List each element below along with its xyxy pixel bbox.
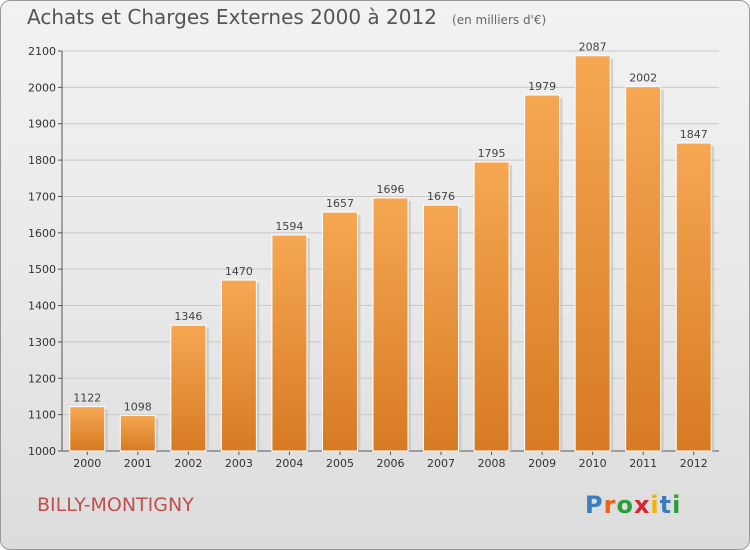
x-tick-label-2002: 2002 <box>174 457 202 470</box>
x-tick-label-2004: 2004 <box>275 457 303 470</box>
value-label-2000: 1122 <box>73 392 101 405</box>
y-tick-label: 1200 <box>28 372 56 385</box>
x-tick-label-2006: 2006 <box>377 457 405 470</box>
logo-letter: i <box>650 491 660 519</box>
x-tick-label-2001: 2001 <box>124 457 152 470</box>
value-label-2003: 1470 <box>225 265 253 278</box>
x-tick-label-2000: 2000 <box>73 457 101 470</box>
y-tick-label: 1400 <box>28 300 56 313</box>
value-label-2006: 1696 <box>377 183 405 196</box>
bar-2011 <box>625 86 662 452</box>
logo-letter: P <box>585 491 604 519</box>
labels: 1122 2000 1098 2001 1346 2002 1470 2003 1594 2004… <box>73 41 707 470</box>
logo-letter: r <box>603 491 617 519</box>
y-tick-label: 1900 <box>28 118 56 131</box>
bar-2012 <box>675 142 712 452</box>
x-tick-label-2009: 2009 <box>528 457 556 470</box>
x-tick-label-2005: 2005 <box>326 457 354 470</box>
x-tick-label-2007: 2007 <box>427 457 455 470</box>
bar-2001 <box>119 414 156 452</box>
logo-letter: t <box>659 491 673 519</box>
bars <box>69 55 715 452</box>
x-tick-label-2008: 2008 <box>478 457 506 470</box>
value-label-2005: 1657 <box>326 197 354 210</box>
x-tick-label-2003: 2003 <box>225 457 253 470</box>
value-label-2009: 1979 <box>528 80 556 93</box>
y-tick-label: 1100 <box>28 409 56 422</box>
y-tick-label: 2000 <box>28 81 56 94</box>
y-tick-label: 1600 <box>28 227 56 240</box>
value-label-2004: 1594 <box>275 220 303 233</box>
chart-subtitle: (en milliers d'€) <box>452 13 547 27</box>
value-label-2001: 1098 <box>124 400 152 413</box>
bar-2007 <box>423 204 460 452</box>
y-tick-label: 1300 <box>28 336 56 349</box>
bar-2006 <box>372 197 409 452</box>
y-tick-label: 1000 <box>28 445 56 458</box>
bar-2005 <box>321 211 358 452</box>
title-row: Achats et Charges Externes 2000 à 2012 (… <box>27 5 546 29</box>
place-name: BILLY-MONTIGNY <box>37 494 194 516</box>
logo-letter: x <box>633 491 651 519</box>
logo-letter: i <box>672 491 682 519</box>
bar-2003 <box>220 279 257 452</box>
proxiti-logo[interactable]: Proxiti <box>585 491 681 519</box>
bar-2004 <box>271 234 308 452</box>
x-tick-label-2012: 2012 <box>680 457 708 470</box>
y-tick-label: 2100 <box>28 45 56 58</box>
bar-2002 <box>170 324 207 452</box>
logo-letter: o <box>616 491 634 519</box>
bar-2000 <box>69 406 106 452</box>
bar-2010 <box>574 55 611 452</box>
x-tick-label-2010: 2010 <box>579 457 607 470</box>
chart-title: Achats et Charges Externes 2000 à 2012 <box>27 5 437 29</box>
value-label-2002: 1346 <box>174 310 202 323</box>
value-label-2012: 1847 <box>680 128 708 141</box>
y-tick-label: 1500 <box>28 263 56 276</box>
bar-2009 <box>524 94 561 452</box>
value-label-2008: 1795 <box>478 147 506 160</box>
bar-2008 <box>473 161 510 452</box>
value-label-2010: 2087 <box>579 41 607 54</box>
x-tick-label-2011: 2011 <box>629 457 657 470</box>
value-label-2011: 2002 <box>629 72 657 85</box>
value-label-2007: 1676 <box>427 190 455 203</box>
y-tick-label: 1700 <box>28 190 56 203</box>
y-tick-label: 1800 <box>28 154 56 167</box>
